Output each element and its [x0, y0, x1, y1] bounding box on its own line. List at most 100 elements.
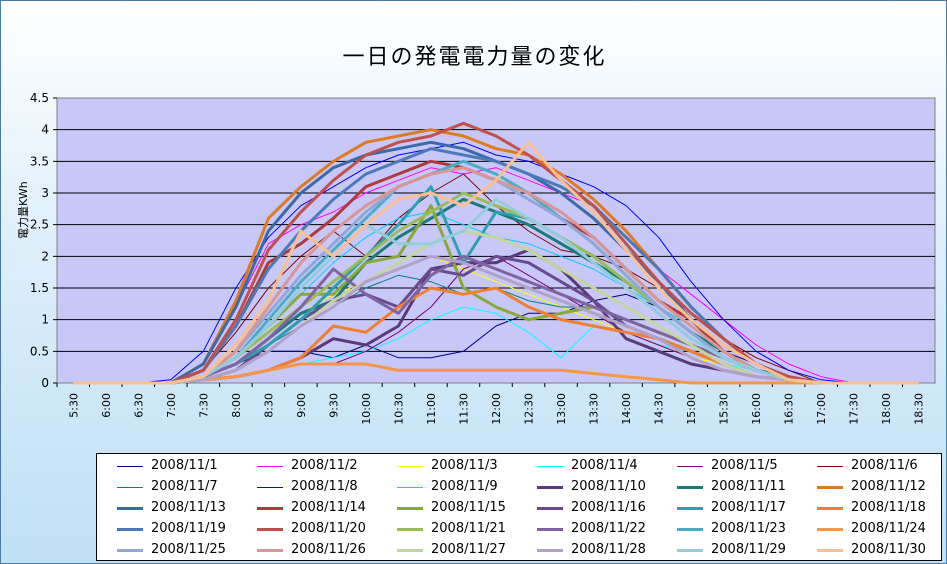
x-tick-label: 18:00	[880, 393, 893, 425]
legend-swatch	[537, 549, 563, 552]
x-tick-label: 11:30	[457, 393, 470, 425]
legend-label: 2008/11/2	[291, 458, 358, 473]
legend-label: 2008/11/29	[711, 542, 786, 557]
legend-swatch	[537, 486, 563, 489]
legend-label: 2008/11/1	[151, 458, 218, 473]
x-tick-label: 14:30	[653, 393, 666, 425]
x-tick-label: 14:00	[620, 393, 633, 425]
legend-label: 2008/11/7	[151, 479, 218, 494]
legend-label: 2008/11/28	[571, 542, 646, 557]
x-tick-label: 15:30	[718, 393, 731, 425]
x-tick-label: 13:00	[555, 393, 568, 425]
chart-title: 一日の発電電力量の変化	[342, 45, 607, 70]
legend-label: 2008/11/25	[151, 542, 226, 557]
legend-swatch	[537, 528, 563, 531]
legend-swatch	[257, 507, 283, 510]
legend-swatch	[677, 486, 703, 489]
legend-swatch	[257, 487, 283, 488]
legend-swatch	[397, 487, 423, 488]
chart-svg: 0 0.5 1 1.5 2 2.5 3 3.5 4 4.5 5:30 6:00 6:30 7:00 7:3…	[30, 91, 936, 425]
legend-label: 2008/11/11	[711, 479, 786, 494]
legend-label: 2008/11/23	[711, 521, 786, 536]
legend-swatch	[117, 487, 143, 488]
x-tick-label: 9:00	[295, 393, 308, 418]
legend-swatch	[117, 466, 143, 467]
x-tick-label: 18:30	[913, 393, 926, 425]
x-tick-label: 5:30	[67, 393, 80, 418]
x-tick-label: 11:00	[425, 393, 438, 425]
x-tick-label: 8:30	[262, 393, 275, 418]
y-tick-label: 3	[41, 186, 49, 200]
y-tick-label: 0	[41, 376, 49, 390]
legend-label: 2008/11/24	[851, 521, 926, 536]
y-tick-label: 1	[41, 313, 49, 327]
legend-label: 2008/11/3	[431, 458, 498, 473]
legend-swatch	[817, 466, 843, 467]
legend-label: 2008/11/10	[571, 479, 646, 494]
y-tick-label: 4.5	[30, 91, 49, 105]
legend-swatch	[817, 528, 843, 531]
legend-label: 2008/11/4	[571, 458, 638, 473]
y-tick-label: 4	[41, 123, 49, 137]
x-tick-label: 7:30	[197, 393, 210, 418]
legend-label: 2008/11/19	[151, 521, 226, 536]
legend-swatch	[257, 549, 283, 552]
x-tick-label: 16:00	[750, 393, 763, 425]
x-tick-label: 8:00	[230, 393, 243, 418]
legend-swatch	[677, 528, 703, 531]
legend-swatch	[397, 507, 423, 510]
x-tick-label: 15:00	[685, 393, 698, 425]
x-tick-label: 16:30	[783, 393, 796, 425]
legend-label: 2008/11/17	[711, 500, 786, 515]
y-tick-label: 2.5	[30, 218, 49, 232]
x-tick-label: 9:30	[327, 393, 340, 418]
x-tick-label: 13:30	[588, 393, 601, 425]
legend-label: 2008/11/12	[851, 479, 926, 494]
legend-swatch	[677, 549, 703, 552]
y-tick-label: 0.5	[30, 344, 49, 358]
legend-label: 2008/11/8	[291, 479, 358, 494]
legend-swatch	[257, 528, 283, 531]
legend-label: 2008/11/15	[431, 500, 506, 515]
y-tick-label: 3.5	[30, 154, 49, 168]
legend-label: 2008/11/13	[151, 500, 226, 515]
legend-label: 2008/11/30	[851, 542, 926, 557]
legend-swatch	[397, 528, 423, 531]
legend-swatch	[397, 549, 423, 552]
legend-label: 2008/11/20	[291, 521, 366, 536]
x-tick-label: 7:00	[165, 393, 178, 418]
legend-label: 2008/11/27	[431, 542, 506, 557]
x-tick-label: 6:00	[100, 393, 113, 418]
legend-swatch	[537, 507, 563, 510]
legend-label: 2008/11/9	[431, 479, 498, 494]
series-line	[73, 254, 919, 385]
series-line	[73, 140, 919, 385]
x-tick-label: 17:00	[815, 393, 828, 425]
x-tick-label: 6:30	[132, 393, 145, 418]
legend-swatch	[817, 549, 843, 552]
plot-area	[56, 97, 936, 384]
legend-swatch	[117, 528, 143, 531]
x-tick-label: 12:00	[490, 393, 503, 425]
legend-label: 2008/11/5	[711, 458, 778, 473]
legend-swatch	[677, 507, 703, 510]
legend-swatch	[257, 466, 283, 467]
legend-label: 2008/11/26	[291, 542, 366, 557]
series-line	[73, 141, 919, 384]
legend-swatch	[537, 466, 563, 467]
legend-swatch	[817, 507, 843, 510]
series-line	[73, 362, 919, 385]
legend-label: 2008/11/22	[571, 521, 646, 536]
legend-swatch	[117, 549, 143, 552]
legend-swatch	[677, 466, 703, 467]
x-tick-label: 10:00	[360, 393, 373, 425]
y-tick-label: 1.5	[30, 281, 49, 295]
legend-label: 2008/11/14	[291, 500, 366, 515]
y-axis-label: 電力量KWh	[17, 181, 30, 239]
legend-swatch	[817, 486, 843, 489]
legend-label: 2008/11/6	[851, 458, 918, 473]
series-line	[73, 197, 919, 385]
x-tick-label: 12:30	[523, 393, 536, 425]
legend: 2008/11/1 2008/11/2 2008/11/3 2008/11/4 2008…	[96, 453, 942, 561]
